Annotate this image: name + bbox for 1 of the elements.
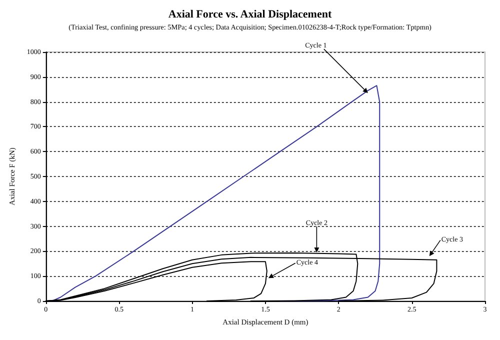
chart-title: Axial Force vs. Axial Displacement <box>168 8 332 20</box>
